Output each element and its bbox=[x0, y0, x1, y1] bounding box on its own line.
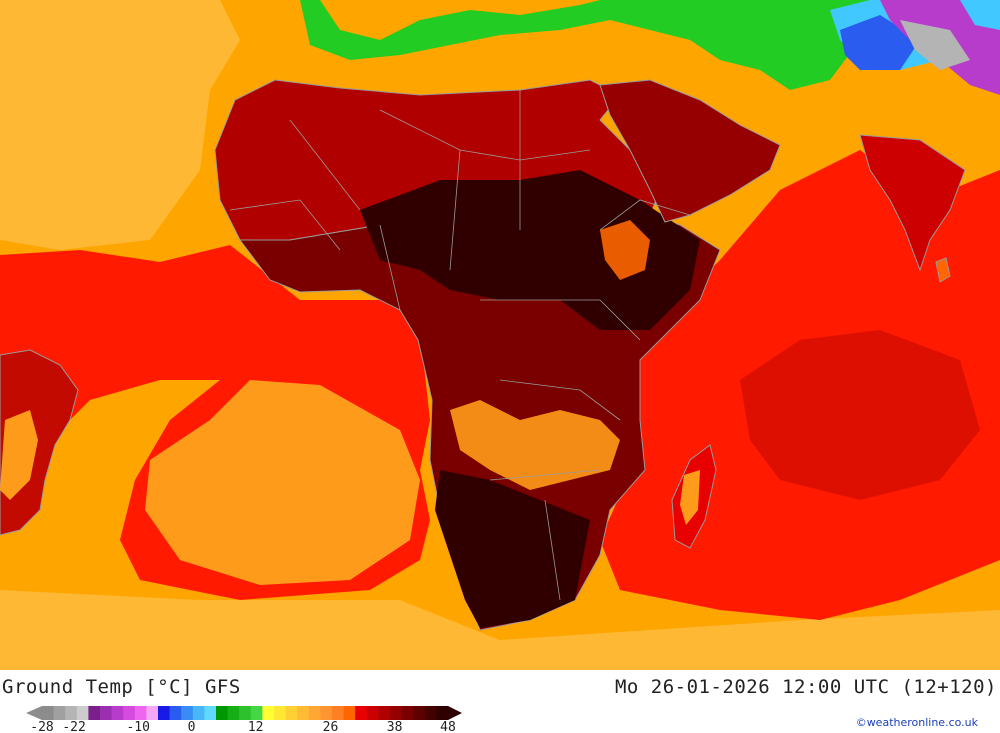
colorbar-swatch bbox=[436, 706, 449, 720]
colorbar: -28 -22 -10 0 12 26 38 48 bbox=[26, 706, 462, 733]
land-asia-cyan-east bbox=[960, 0, 1000, 30]
land-extreme-core bbox=[360, 170, 700, 330]
land-warm-ethiopia bbox=[600, 220, 650, 280]
colorbar-swatch bbox=[76, 706, 89, 720]
footer bbox=[0, 670, 1000, 733]
colorbar-swatch bbox=[123, 706, 136, 720]
colorbar-swatch bbox=[401, 706, 414, 720]
sea-warm-patch-south-atlantic bbox=[145, 380, 420, 585]
land-sri-lanka bbox=[935, 257, 951, 283]
land-warm-highlands bbox=[450, 400, 620, 490]
colorbar-swatch bbox=[111, 706, 124, 720]
colorbar-swatch bbox=[134, 706, 147, 720]
map-title: Ground Temp [°C] GFS bbox=[2, 676, 241, 698]
colorbar-tick-label: -10 bbox=[126, 720, 149, 733]
colorbar-tick-label: 0 bbox=[188, 720, 196, 733]
colorbar-swatch bbox=[239, 706, 252, 720]
colorbar-swatch bbox=[355, 706, 368, 720]
colorbar-swatch bbox=[262, 706, 275, 720]
colorbar-swatch bbox=[320, 706, 333, 720]
country-borders bbox=[229, 90, 691, 601]
colorbar-swatch bbox=[169, 706, 182, 720]
colorbar-swatch bbox=[42, 706, 55, 720]
land-europe-green bbox=[300, 0, 870, 90]
colorbar-swatch bbox=[308, 706, 321, 720]
sea-hot-indian-deep bbox=[740, 330, 980, 500]
colorbar-swatch bbox=[181, 706, 194, 720]
land-india bbox=[859, 134, 966, 272]
colorbar-swatch bbox=[158, 706, 171, 720]
valid-time: Mo 26-01-2026 12:00 UTC (12+120) bbox=[614, 676, 997, 698]
colorbar-swatch bbox=[204, 706, 217, 720]
colorbar-swatch bbox=[146, 706, 159, 720]
land-madagascar-warm bbox=[680, 470, 700, 525]
colorbar-arrow-min bbox=[26, 706, 42, 720]
colorbar-tick-label: 48 bbox=[440, 720, 456, 733]
credit-link[interactable]: ©weatheronline.co.uk bbox=[855, 716, 978, 729]
colorbar-swatch bbox=[88, 706, 101, 720]
sea-mild-area bbox=[0, 0, 240, 250]
colorbar-swatch bbox=[378, 706, 391, 720]
colorbar-tick-label: 12 bbox=[248, 720, 264, 733]
colorbar-tick-label: -22 bbox=[62, 720, 85, 733]
colorbar-tick-label: -28 bbox=[30, 720, 53, 733]
colorbar-swatch bbox=[390, 706, 403, 720]
land-arabia bbox=[599, 79, 781, 223]
colorbar-arrow-max bbox=[448, 706, 462, 720]
land-extreme-south bbox=[435, 470, 590, 628]
colorbar-swatch bbox=[285, 706, 298, 720]
colorbar-swatch bbox=[274, 706, 287, 720]
colorbar-swatch bbox=[100, 706, 113, 720]
colorbar-swatch bbox=[424, 706, 437, 720]
colorbar-swatch bbox=[332, 706, 345, 720]
colorbar-swatch bbox=[366, 706, 379, 720]
colorbar-swatch bbox=[65, 706, 78, 720]
colorbar-swatch bbox=[192, 706, 205, 720]
colorbar-swatch bbox=[216, 706, 229, 720]
colorbar-swatches bbox=[26, 706, 462, 720]
colorbar-tick-label: 26 bbox=[323, 720, 339, 733]
land-asia-grey bbox=[900, 20, 970, 70]
colorbar-swatch bbox=[297, 706, 310, 720]
colorbar-labels: -28 -22 -10 0 12 26 38 48 bbox=[30, 720, 456, 733]
colorbar-swatch bbox=[250, 706, 263, 720]
sea-mild-area-south bbox=[0, 590, 1000, 670]
temperature-map bbox=[0, 0, 1000, 670]
colorbar-swatch bbox=[227, 706, 240, 720]
colorbar-swatch bbox=[343, 706, 356, 720]
colorbar-swatch bbox=[413, 706, 426, 720]
land-south-america-hot bbox=[0, 410, 38, 500]
colorbar-tick-label: 38 bbox=[387, 720, 403, 733]
colorbar-swatch bbox=[53, 706, 66, 720]
